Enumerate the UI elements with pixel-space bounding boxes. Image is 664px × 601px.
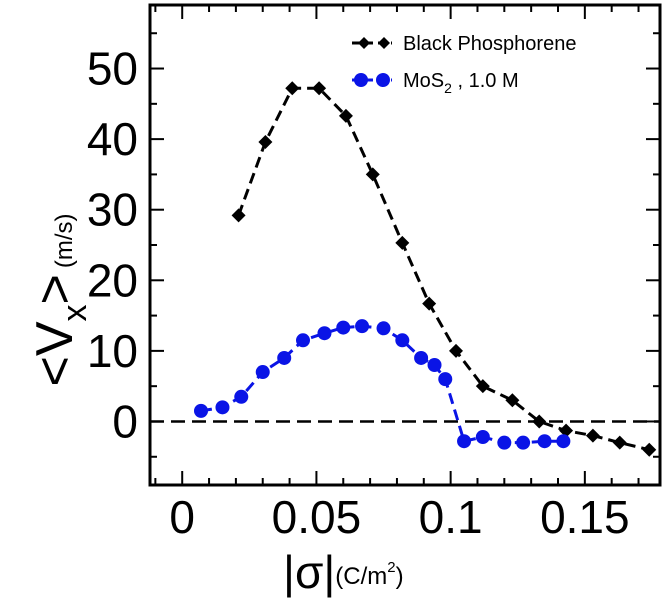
data-point-circle (317, 326, 332, 341)
x-tick-label: 0.1 (419, 491, 483, 543)
data-point-circle (296, 333, 310, 348)
data-point-circle (537, 434, 552, 449)
y-tick-label: 50 (87, 43, 138, 95)
legend-label-mos2-subscript: 2 (444, 80, 452, 96)
y-label-unit: (m/s) (51, 213, 78, 268)
legend-label-mos2-rest: , 1.0 M (452, 70, 519, 92)
series-line (200, 324, 564, 445)
data-point-circle (457, 434, 472, 449)
data-point-diamond (312, 81, 327, 96)
legend-marker-diamond (358, 37, 370, 49)
legend-marker-circle (354, 73, 368, 87)
series-line (237, 86, 650, 452)
data-point-diamond (612, 435, 627, 450)
data-point-diamond (338, 108, 353, 123)
y-tick-label: 40 (87, 113, 138, 165)
x-tick-label: 0.15 (540, 491, 630, 543)
series-black-phosphorene (231, 81, 657, 457)
y-label-post: > (26, 274, 84, 304)
data-point-diamond (365, 167, 380, 182)
y-axis-label: <Vx> (m/s) (26, 213, 94, 386)
plot-area-frame (148, 3, 662, 487)
data-point-diamond (559, 423, 574, 438)
x-label-unit-close: ) (396, 563, 404, 590)
data-point-circle (438, 372, 453, 387)
series-layer (194, 81, 657, 457)
legend: Black Phosphorene MoS2 , 1.0 M (352, 33, 576, 96)
data-point-circle (355, 319, 370, 334)
legend-marker-circle (376, 73, 390, 87)
y-axis-label-text: <Vx> (m/s) (26, 213, 94, 386)
data-point-circle (497, 435, 512, 450)
data-point-circle (215, 400, 230, 415)
data-point-circle (427, 358, 442, 372)
x-tick-label: 0 (169, 491, 195, 543)
data-point-diamond (475, 379, 490, 394)
y-tick-label: 30 (87, 184, 138, 236)
x-label-unit-sup: 2 (387, 559, 395, 576)
y-label-pre: <V (26, 321, 84, 386)
series-mos2 (194, 319, 571, 450)
data-point-diamond (642, 442, 657, 457)
data-point-circle (516, 435, 531, 450)
legend-label-black-phosphorene: Black Phosphorene (403, 33, 576, 55)
data-point-circle (234, 389, 249, 404)
data-point-diamond (505, 393, 520, 408)
legend-marker-diamond (378, 37, 390, 49)
legend-item-mos2: MoS2 , 1.0 M (352, 70, 519, 96)
data-point-diamond (449, 343, 463, 358)
x-label-unit-open: (C/m (335, 563, 387, 590)
data-point-diamond (285, 81, 300, 96)
tick-labels: 0 0.05 0.1 0.15 0 10 20 30 40 50 (87, 43, 630, 543)
y-tick-label: 10 (87, 325, 138, 377)
data-point-circle (414, 350, 429, 365)
legend-label-mos2: MoS2 , 1.0 M (403, 70, 519, 96)
data-point-diamond (422, 296, 437, 311)
data-point-circle (556, 434, 571, 449)
data-point-diamond (231, 208, 246, 223)
y-tick-label: 0 (112, 395, 138, 447)
x-label-main: |σ| (283, 546, 335, 598)
data-point-circle (277, 350, 292, 365)
x-axis-label: |σ|(C/m2) (283, 546, 404, 598)
data-point-circle (255, 365, 270, 380)
legend-item-black-phosphorene: Black Phosphorene (352, 33, 576, 55)
x-tick-label: 0.05 (272, 491, 362, 543)
data-point-diamond (532, 414, 547, 429)
data-point-circle (194, 403, 208, 418)
data-point-diamond (585, 428, 600, 443)
legend-label-mos2-base: MoS (403, 70, 444, 92)
data-point-circle (395, 333, 410, 348)
y-tick-label: 20 (87, 254, 138, 306)
y-label-subscript: x (56, 304, 94, 321)
data-point-circle (475, 430, 490, 444)
data-point-circle (336, 320, 351, 335)
data-point-diamond (258, 134, 273, 149)
data-point-circle (376, 321, 391, 336)
data-point-diamond (395, 235, 410, 250)
